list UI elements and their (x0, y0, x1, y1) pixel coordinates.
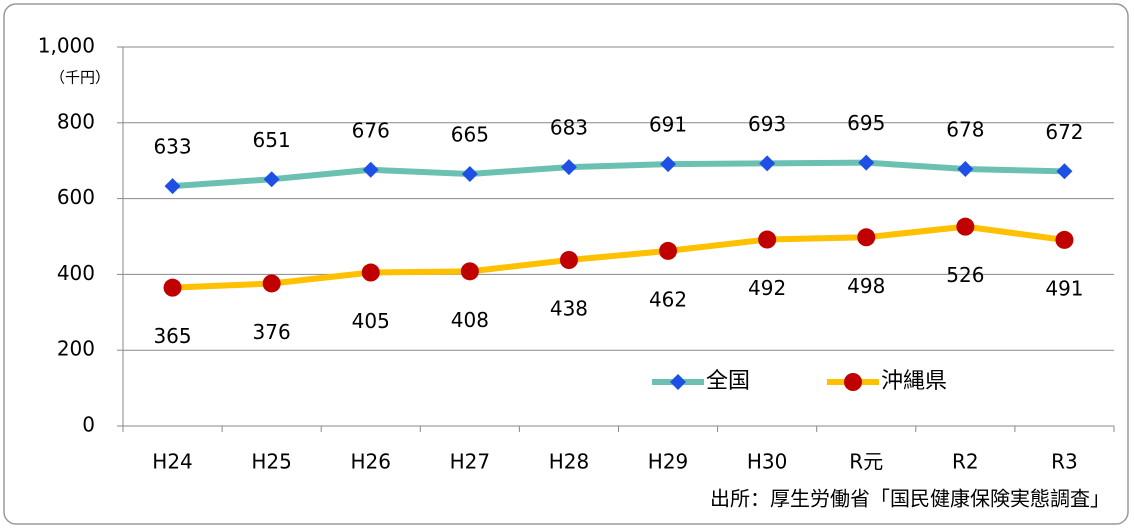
data-point (362, 161, 379, 178)
data-label: 526 (946, 263, 984, 287)
data-label: 691 (649, 113, 687, 137)
data-label: 462 (649, 287, 687, 311)
data-label: 376 (253, 320, 291, 344)
source: 出所：厚生労働省「国民健康保険実態調査」 (710, 487, 1110, 511)
data-label: 405 (352, 309, 390, 333)
data-label: 408 (451, 308, 489, 332)
x-tick-label: R元 (849, 450, 883, 474)
legend-label: 全国 (706, 369, 750, 394)
y-tick-label: 800 (57, 109, 95, 133)
data-point (956, 217, 975, 236)
data-point (1055, 230, 1074, 249)
data-point (957, 161, 974, 178)
data-point (759, 155, 776, 172)
data-label: 683 (550, 116, 588, 140)
x-tick-label: H30 (747, 450, 788, 474)
data-point (1056, 163, 1073, 180)
data-point (460, 262, 479, 281)
x-tick-label: H25 (251, 450, 292, 474)
data-label: 695 (847, 111, 885, 135)
data-label: 693 (748, 112, 786, 136)
x-tick-label: H26 (351, 450, 392, 474)
y-tick-label: 400 (57, 261, 95, 285)
data-point (659, 241, 678, 260)
data-point (857, 228, 876, 247)
x-tick-label: H24 (152, 450, 193, 474)
y-unit: （千円） (50, 69, 110, 87)
data-point (263, 171, 280, 188)
y-tick-label: 1,000 (38, 34, 95, 58)
data-label: 491 (1045, 276, 1083, 300)
data-label: 492 (748, 276, 786, 300)
series-line (172, 159, 1065, 190)
data-label: 633 (153, 135, 191, 159)
data-point (858, 154, 875, 171)
x-tick-label: H27 (450, 450, 491, 474)
data-point (361, 263, 380, 282)
data-label: 665 (451, 122, 489, 146)
x-tick-label: H28 (549, 450, 590, 474)
legend-marker (670, 374, 686, 390)
data-point (660, 156, 677, 173)
data-label: 498 (847, 274, 885, 298)
data-point (461, 165, 478, 182)
data-point (559, 250, 578, 269)
data-label: 438 (550, 296, 588, 320)
data-point (262, 274, 281, 293)
data-label: 672 (1045, 120, 1083, 144)
x-tick-label: R3 (1051, 450, 1078, 474)
data-label: 365 (153, 324, 191, 348)
x-tick-label: R2 (952, 450, 979, 474)
data-label: 676 (352, 118, 390, 142)
data-point (758, 230, 777, 249)
data-point (163, 278, 182, 297)
data-point (164, 178, 181, 195)
legend-marker (844, 373, 862, 391)
legend-label: 沖縄県 (881, 369, 947, 394)
x-tick-label: H29 (648, 450, 689, 474)
data-point (560, 159, 577, 176)
data-label: 651 (253, 128, 291, 152)
y-tick-label: 200 (57, 337, 95, 361)
y-tick-label: 0 (82, 413, 95, 437)
series-line (172, 223, 1065, 291)
y-tick-label: 600 (57, 185, 95, 209)
data-label: 678 (946, 118, 984, 142)
